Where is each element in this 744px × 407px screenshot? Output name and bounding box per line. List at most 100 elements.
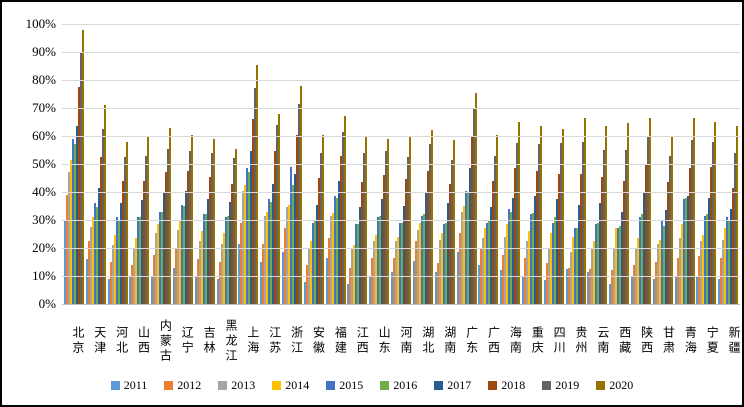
bar-2013 bbox=[504, 236, 507, 304]
bar-2014 bbox=[571, 236, 574, 304]
x-axis-label: 湖南 bbox=[442, 326, 457, 356]
bar-2016 bbox=[139, 217, 142, 304]
bar-2017 bbox=[468, 168, 471, 304]
bar-2012 bbox=[545, 263, 548, 304]
bar-2012 bbox=[589, 269, 592, 304]
bar-2014 bbox=[637, 238, 640, 304]
bar-2012 bbox=[720, 257, 723, 304]
bar-2012 bbox=[633, 264, 636, 304]
bar-2016 bbox=[728, 220, 731, 304]
x-axis-label: 山东 bbox=[377, 326, 392, 356]
gridline-0% bbox=[62, 304, 740, 305]
bar-2016 bbox=[510, 211, 513, 304]
bar-2016 bbox=[401, 222, 404, 304]
bar-2015 bbox=[355, 224, 358, 304]
y-axis-tick-label: 20% bbox=[32, 240, 56, 255]
legend-item-2018: 2018 bbox=[488, 378, 525, 393]
legend-label: 2016 bbox=[393, 378, 418, 392]
legend-swatch-icon bbox=[110, 381, 120, 390]
y-axis-tick-label: 40% bbox=[32, 184, 56, 199]
bar-2018 bbox=[688, 168, 691, 304]
bar-2015 bbox=[311, 222, 314, 304]
legend-item-2011: 2011 bbox=[110, 378, 147, 393]
bar-2014 bbox=[135, 238, 138, 304]
bar-2016 bbox=[422, 214, 425, 304]
bar-2013 bbox=[329, 215, 332, 304]
bar-groups bbox=[62, 24, 740, 304]
bar-2018 bbox=[99, 157, 102, 304]
y-axis-tick-label: 70% bbox=[32, 100, 56, 115]
bar-2017 bbox=[294, 173, 297, 304]
legend-label: 2018 bbox=[501, 378, 526, 392]
gridline-30% bbox=[62, 220, 740, 221]
bar-2012 bbox=[567, 267, 570, 304]
x-axis-label: 辽宁 bbox=[180, 326, 195, 356]
bar-2016 bbox=[248, 172, 251, 304]
bar-2015 bbox=[399, 222, 402, 304]
bar-2012 bbox=[109, 262, 112, 304]
bar-2015 bbox=[115, 217, 118, 304]
bar-group-山东 bbox=[368, 24, 390, 304]
bar-2014 bbox=[527, 231, 530, 304]
bar-2017 bbox=[228, 201, 231, 304]
bar-2014 bbox=[244, 185, 247, 304]
bar-2013 bbox=[264, 215, 267, 304]
bar-group-河北 bbox=[107, 24, 129, 304]
bar-2014 bbox=[702, 235, 705, 304]
bar-2018 bbox=[186, 171, 189, 304]
bar-group-福建 bbox=[325, 24, 347, 304]
x-axis-label: 安徽 bbox=[311, 326, 326, 356]
bar-2017 bbox=[97, 187, 100, 304]
bar-2018 bbox=[623, 180, 626, 304]
bar-2020 bbox=[387, 138, 390, 304]
gridline-10% bbox=[62, 276, 740, 277]
bar-2020 bbox=[190, 134, 193, 304]
bar-2014 bbox=[506, 224, 509, 304]
bar-2012 bbox=[458, 232, 461, 304]
bar-2020 bbox=[692, 117, 695, 304]
bar-2014 bbox=[222, 232, 225, 304]
x-axis-label: 西藏 bbox=[617, 326, 632, 356]
bar-2017 bbox=[141, 200, 144, 304]
legend-swatch-icon bbox=[326, 381, 336, 390]
bar-group-青海 bbox=[674, 24, 696, 304]
bar-2013 bbox=[416, 229, 419, 304]
x-axis-label: 山西 bbox=[136, 326, 151, 356]
legend-swatch-icon bbox=[164, 381, 174, 390]
bar-2014 bbox=[615, 228, 618, 304]
bar-2018 bbox=[296, 134, 299, 304]
legend-item-2020: 2020 bbox=[596, 378, 633, 393]
legend-label: 2017 bbox=[447, 378, 472, 392]
bar-2011 bbox=[500, 270, 503, 304]
bar-2020 bbox=[321, 134, 324, 304]
bar-2020 bbox=[561, 129, 564, 304]
bar-2011 bbox=[107, 278, 110, 304]
legend-label: 2019 bbox=[555, 378, 580, 392]
bar-2017 bbox=[708, 197, 711, 304]
bar-2014 bbox=[288, 204, 291, 304]
bar-2015 bbox=[573, 228, 576, 304]
bar-2017 bbox=[381, 199, 384, 304]
bar-2015 bbox=[246, 168, 249, 304]
bar-2011 bbox=[303, 281, 306, 304]
bar-group-天津 bbox=[85, 24, 107, 304]
bar-2015 bbox=[137, 217, 140, 304]
bar-2018 bbox=[77, 87, 80, 304]
bar-2018 bbox=[645, 165, 648, 304]
bar-2019 bbox=[734, 152, 737, 304]
bar-2014 bbox=[724, 228, 727, 304]
bar-2016 bbox=[313, 220, 316, 304]
gridline-90% bbox=[62, 52, 740, 53]
bar-2011 bbox=[652, 278, 655, 304]
bar-group-上海 bbox=[238, 24, 260, 304]
bar-2013 bbox=[373, 241, 376, 304]
bar-2011 bbox=[63, 220, 66, 304]
bar-group-浙江 bbox=[281, 24, 303, 304]
bar-2019 bbox=[472, 108, 475, 304]
x-axis-label: 新疆 bbox=[727, 326, 742, 356]
bar-2020 bbox=[496, 134, 499, 304]
bar-2018 bbox=[252, 119, 255, 304]
x-axis-label: 江苏 bbox=[267, 326, 282, 356]
bar-2019 bbox=[167, 148, 170, 304]
